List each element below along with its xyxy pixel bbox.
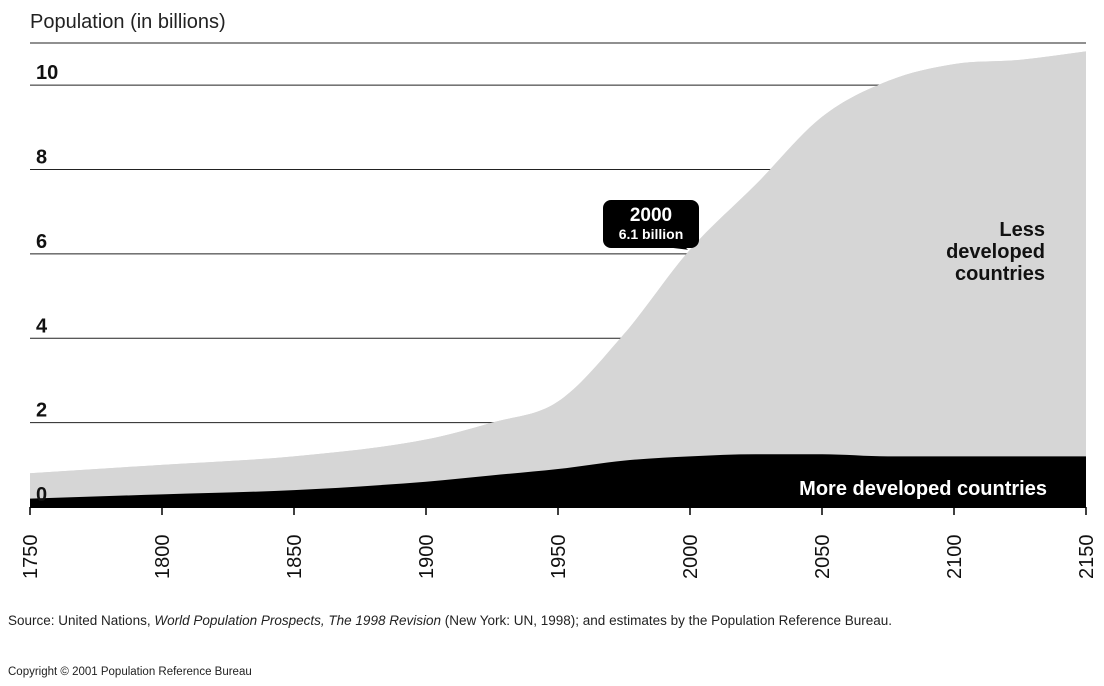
- callout-box: [603, 200, 699, 248]
- y-tick-label-4: 4: [36, 315, 48, 337]
- callout-pointer: [665, 247, 688, 250]
- x-tick-label-2000: 2000: [680, 535, 702, 580]
- label-less-developed-1: developed: [946, 241, 1045, 263]
- source-title: World Population Prospects, The 1998 Rev…: [154, 613, 441, 628]
- label-more-developed: More developed countries: [799, 478, 1047, 500]
- area-less-developed-overlay: [30, 51, 1086, 507]
- y-tick-label-2: 2: [36, 400, 47, 422]
- area-more-developed: [30, 454, 1086, 507]
- x-tick-label-2150: 2150: [1076, 535, 1098, 580]
- x-tick-label-1850: 1850: [284, 535, 306, 580]
- callout-value: 6.1 billion: [619, 226, 684, 242]
- more-developed-layer: [30, 454, 1086, 507]
- copyright-note: Copyright © 2001 Population Reference Bu…: [8, 666, 252, 678]
- x-tick-label-2100: 2100: [944, 535, 966, 580]
- callout-year: 2000: [630, 205, 672, 226]
- y-tick-label-10: 10: [36, 62, 58, 84]
- y-tick-label-6: 6: [36, 231, 47, 253]
- y-tick-label-0: 0: [36, 484, 47, 506]
- x-tick-label-1900: 1900: [416, 535, 438, 580]
- label-less-developed-0: Less: [999, 219, 1045, 241]
- x-axis: 1750 1800 1850 1900 1950 2000 2050 2100 2150: [20, 506, 1098, 580]
- y-tick-label-8: 8: [36, 147, 47, 169]
- source-note: Source: United Nations, World Population…: [8, 612, 1098, 629]
- source-prefix: Source: United Nations,: [8, 613, 155, 628]
- y-axis-label: Population (in billions): [30, 11, 226, 33]
- label-less-developed-2: countries: [955, 263, 1045, 285]
- x-tick-label-1800: 1800: [152, 535, 174, 580]
- source-suffix: (New York: UN, 1998); and estimates by t…: [440, 613, 892, 628]
- x-tick-label-1950: 1950: [548, 535, 570, 580]
- x-tick-label-1750: 1750: [20, 535, 42, 580]
- population-chart: Population (in billions) 0 2 4 6 8 10 1750 180…: [20, 11, 1098, 580]
- x-tick-label-2050: 2050: [812, 535, 834, 580]
- y-tick-labels: 0 2 4 6 8 10: [36, 62, 58, 506]
